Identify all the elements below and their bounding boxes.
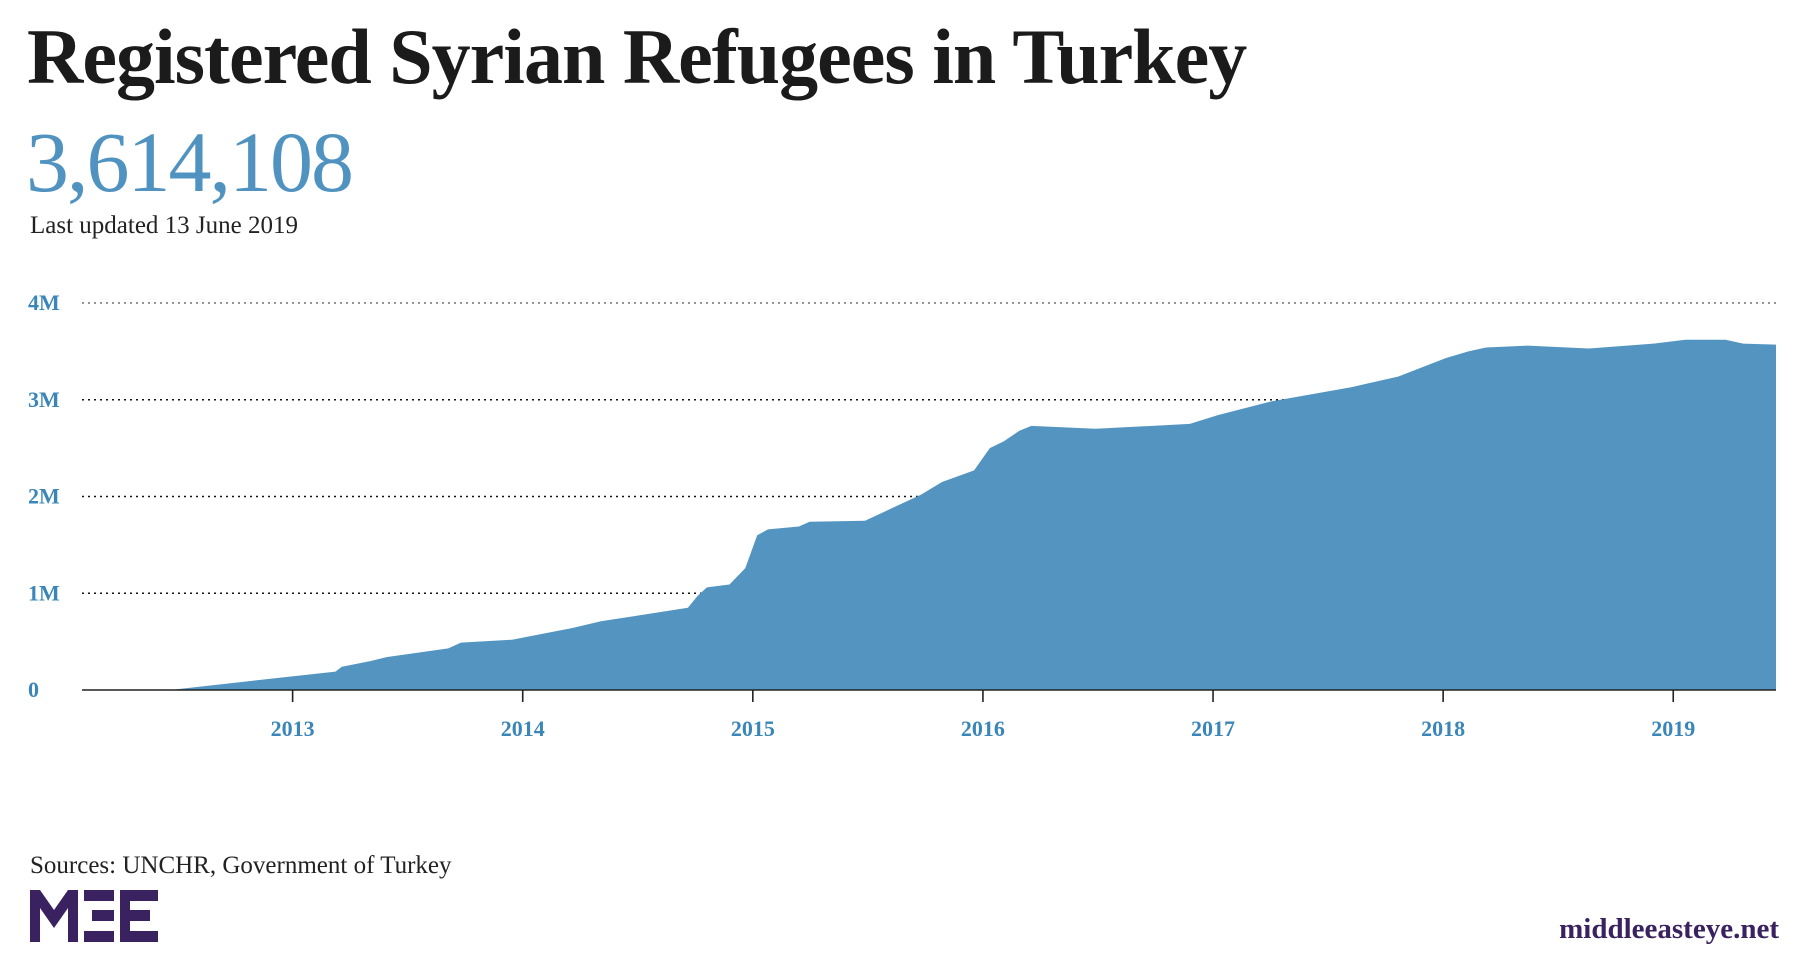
y-tick-label: 1M — [28, 580, 60, 605]
y-tick-label: 4M — [28, 290, 60, 315]
sources-note: Sources: UNCHR, Government of Turkey — [30, 852, 452, 879]
x-tick-label: 2014 — [501, 716, 545, 741]
x-tick-label: 2019 — [1651, 716, 1695, 741]
y-tick-label: 3M — [28, 387, 60, 412]
x-tick-label: 2017 — [1191, 716, 1235, 741]
chart-title: Registered Syrian Refugees in Turkey — [27, 13, 1247, 100]
x-tick-label: 2015 — [731, 716, 775, 741]
total-count: 3,614,108 — [26, 114, 354, 210]
x-tick-label: 2018 — [1421, 716, 1465, 741]
y-tick-label: 2M — [28, 484, 60, 509]
x-tick-label: 2016 — [961, 716, 1005, 741]
site-url[interactable]: middleeasteye.net — [1559, 913, 1779, 945]
x-tick-label: 2013 — [271, 716, 315, 741]
mee-logo — [30, 890, 158, 942]
refugee-area — [82, 339, 1776, 690]
y-tick-label: 0 — [28, 677, 39, 702]
last-updated: Last updated 13 June 2019 — [30, 212, 299, 239]
